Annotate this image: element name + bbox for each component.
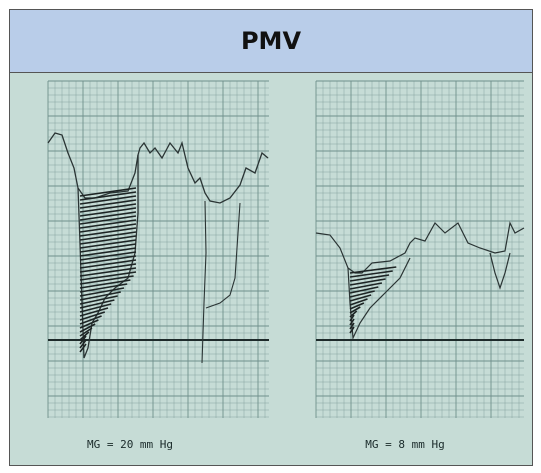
photo-background [10, 73, 532, 465]
panel-caption: MG = 8 mm Hg [365, 438, 444, 451]
figure: PMV MG = 20 mm Hg MG = 8 mm Hg [9, 9, 533, 466]
tracing-photo: MG = 20 mm Hg MG = 8 mm Hg [10, 73, 532, 465]
panel-caption: MG = 20 mm Hg [87, 438, 173, 451]
header-title: PMV [10, 10, 532, 73]
